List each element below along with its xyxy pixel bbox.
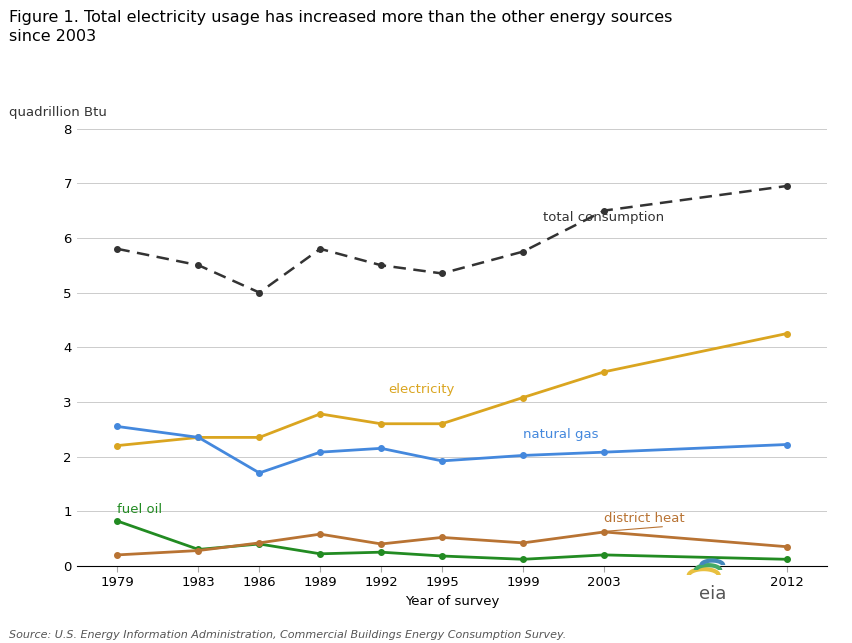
Text: fuel oil: fuel oil — [118, 503, 162, 516]
Text: eia: eia — [698, 585, 725, 603]
Text: Figure 1. Total electricity usage has increased more than the other energy sourc: Figure 1. Total electricity usage has in… — [9, 10, 671, 24]
Text: natural gas: natural gas — [522, 428, 598, 441]
Text: electricity: electricity — [388, 383, 454, 396]
Text: total consumption: total consumption — [543, 212, 664, 224]
Text: Source: U.S. Energy Information Administration, Commercial Buildings Energy Cons: Source: U.S. Energy Information Administ… — [9, 629, 565, 640]
Text: since 2003: since 2003 — [9, 29, 95, 44]
Text: quadrillion Btu: quadrillion Btu — [9, 106, 106, 119]
X-axis label: Year of survey: Year of survey — [405, 595, 498, 608]
Text: district heat: district heat — [603, 512, 684, 525]
